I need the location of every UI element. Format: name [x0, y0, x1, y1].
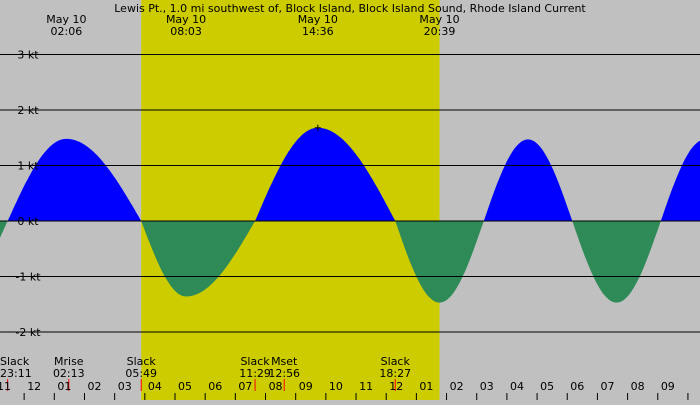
x-tick-label: 07 [238, 380, 252, 393]
ebb-area [0, 221, 8, 238]
x-tick-label: 03 [118, 380, 132, 393]
x-tick-label: 08 [631, 380, 645, 393]
x-tick-label: 04 [510, 380, 524, 393]
chart-title: Lewis Pt., 1.0 mi southwest of, Block Is… [114, 2, 586, 15]
flood-area [8, 138, 142, 221]
event-time: 05:49 [125, 367, 157, 380]
top-label-time: 08:03 [170, 25, 202, 38]
x-tick-label: 01 [57, 380, 71, 393]
ebb-area [141, 221, 256, 297]
x-tick-label: 05 [540, 380, 554, 393]
x-tick-label: 02 [450, 380, 464, 393]
y-tick-label: 0 kt [17, 215, 39, 228]
top-label-date: May 10 [419, 13, 459, 26]
x-tick-label: 08 [269, 380, 283, 393]
x-tick-label: 11 [359, 380, 373, 393]
top-label-date: May 10 [46, 13, 86, 26]
event-time: 11:29 [239, 367, 271, 380]
flood-area [483, 139, 573, 221]
ebb-area [572, 221, 661, 303]
event-time: 12:56 [268, 367, 300, 380]
event-name: Mrise [54, 355, 84, 368]
x-tick-label: 06 [570, 380, 584, 393]
current-area-layer [0, 127, 700, 303]
top-label-time: 02:06 [51, 25, 83, 38]
event-time: 23:11 [0, 367, 32, 380]
x-axis: 11 12 01 02 03 04 05 06 07 08 09 10 11 12 01 02 03 04 05 06… [0, 380, 689, 400]
x-tick-label: 10 [329, 380, 343, 393]
flood-area [255, 127, 396, 221]
x-tick-label: 04 [148, 380, 162, 393]
y-tick-label: 3 kt [17, 49, 39, 62]
x-tick-label: 07 [600, 380, 614, 393]
x-tick-label: 09 [661, 380, 675, 393]
bottom-events: Slack23:11Mrise02:13Slack05:49Slack11:29… [0, 355, 411, 391]
x-tick-label: 12 [389, 380, 403, 393]
x-tick-label: 05 [178, 380, 192, 393]
flood-area [660, 140, 700, 221]
x-tick-label: 09 [299, 380, 313, 393]
y-tick-label: 2 kt [17, 104, 39, 117]
x-tick-label: 03 [480, 380, 494, 393]
x-tick-label: 12 [27, 380, 41, 393]
event-name: Slack [127, 355, 157, 368]
grid-layer: 3 kt 2 kt 1 kt 0 kt -1 kt -2 kt [0, 49, 700, 339]
event-name: Slack [0, 355, 30, 368]
x-tick-label: 06 [208, 380, 222, 393]
event-time: 02:13 [53, 367, 85, 380]
event-name: Slack [240, 355, 270, 368]
top-label-date: May 10 [166, 13, 206, 26]
x-tick-label: 01 [419, 380, 433, 393]
x-tick-label: 11 [0, 380, 11, 393]
y-tick-label: -1 kt [15, 271, 41, 284]
event-name: Mset [271, 355, 298, 368]
y-tick-label: 1 kt [17, 160, 39, 173]
y-tick-label: -2 kt [15, 326, 41, 339]
top-label-time: 14:36 [302, 25, 334, 38]
event-time: 18:27 [379, 367, 411, 380]
event-name: Slack [381, 355, 411, 368]
top-label-date: May 10 [298, 13, 338, 26]
x-tick-label: 02 [88, 380, 102, 393]
ebb-area [395, 221, 484, 303]
top-label-time: 20:39 [424, 25, 456, 38]
